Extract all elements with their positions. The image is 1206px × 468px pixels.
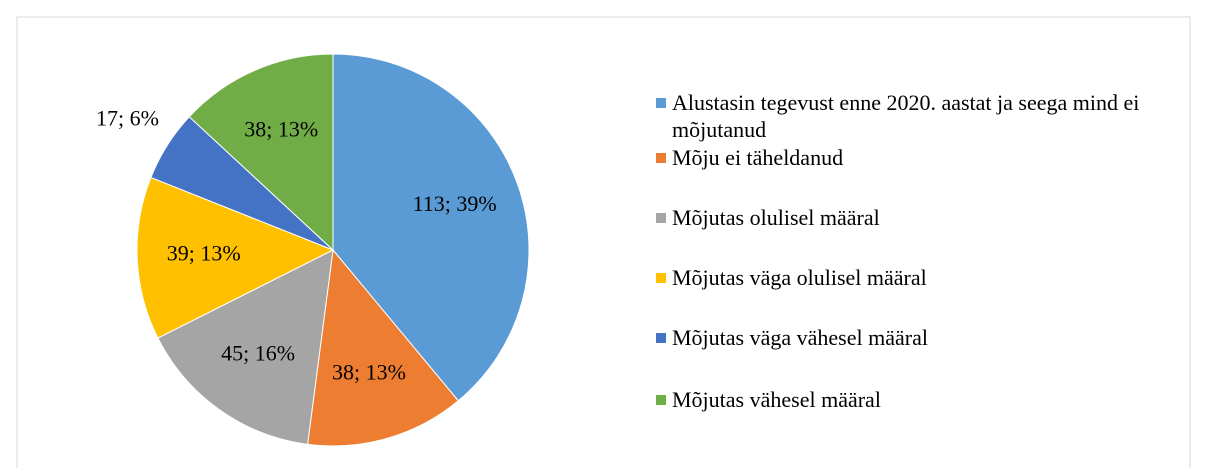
data-label: 38; 13% — [332, 359, 406, 384]
legend-label: Mõju ei täheldanud — [672, 145, 844, 170]
legend-label: Mõjutas vähesel määral — [672, 387, 881, 412]
legend-item: Mõjutas väga vähesel määral — [656, 324, 1186, 351]
legend-swatch — [656, 273, 666, 283]
pie-slice — [307, 248, 459, 447]
pie-slice — [136, 176, 335, 339]
legend-label: Mõjutas väga vähesel määral — [672, 325, 928, 350]
legend-item: Alustasin tegevust enne 2020. aastat ja … — [656, 89, 1186, 143]
legend-label: Mõjutas olulisel määral — [672, 205, 880, 230]
legend-swatch — [656, 153, 666, 163]
data-label: 38; 13% — [244, 116, 318, 141]
legend-item: Mõjutas olulisel määral — [656, 204, 1186, 231]
legend-item: Mõjutas vähesel määral — [656, 386, 1186, 413]
legend-item: Mõju ei täheldanud — [656, 144, 1186, 171]
chart-border — [16, 16, 1191, 468]
data-label: 17; 6% — [96, 105, 159, 130]
data-label: 39; 13% — [167, 241, 241, 266]
legend-swatch — [656, 213, 666, 223]
legend-swatch — [656, 333, 666, 343]
data-label: 45; 16% — [221, 341, 295, 366]
legend-item: Mõjutas väga olulisel määral — [656, 264, 1186, 291]
legend-label: Alustasin tegevust enne 2020. aastat ja … — [672, 90, 1140, 142]
data-label: 113; 39% — [413, 191, 497, 216]
pie-slice — [188, 53, 334, 252]
legend-swatch — [656, 395, 666, 405]
legend-label: Mõjutas väga olulisel määral — [672, 265, 927, 290]
legend-swatch — [656, 98, 666, 108]
pie-slice — [332, 53, 530, 402]
pie-slice — [157, 249, 334, 445]
